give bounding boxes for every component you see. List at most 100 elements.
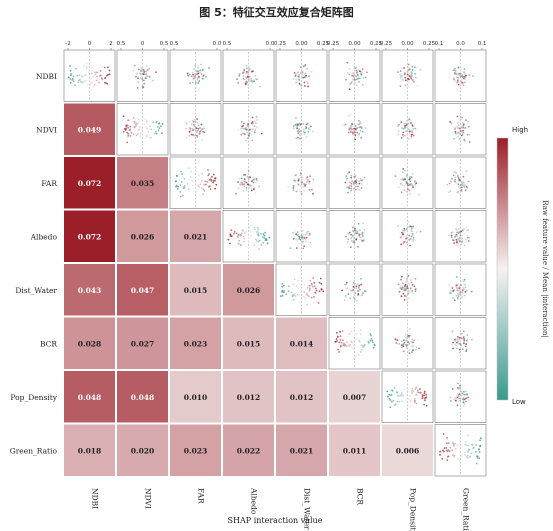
scatter-point <box>412 80 415 83</box>
scatter-point <box>461 133 464 136</box>
scatter-point <box>354 295 356 298</box>
scatter-point <box>348 73 351 76</box>
scatter-point <box>251 184 254 187</box>
heat-cell <box>64 264 115 316</box>
scatter-point <box>244 174 246 176</box>
scatter-point <box>140 70 142 72</box>
scatter-point <box>192 73 195 76</box>
scatter-point <box>398 331 401 334</box>
scatter-point <box>349 73 352 76</box>
column-label: NDBI <box>91 488 100 509</box>
scatter-point <box>402 131 405 134</box>
scatter-point <box>197 127 200 130</box>
scatter-point <box>253 131 256 134</box>
scatter-point <box>347 172 349 175</box>
scatter-point <box>132 69 135 72</box>
scatter-point <box>179 184 182 186</box>
scatter-point <box>464 286 467 289</box>
scatter-point <box>295 247 298 250</box>
scatter-point <box>287 186 290 189</box>
scatter-point <box>148 76 151 78</box>
scatter-point <box>479 439 481 442</box>
scatter-point <box>302 236 304 239</box>
scatter-point <box>452 297 454 299</box>
scatter-point <box>358 284 361 287</box>
main-effect-panel <box>434 424 487 477</box>
interaction-scatter-panel <box>381 49 434 102</box>
scatter-point <box>462 182 465 185</box>
scatter-point <box>143 70 146 73</box>
scatter-point <box>72 75 75 78</box>
scatter-point <box>355 354 358 357</box>
scatter-point <box>304 241 307 243</box>
scatter-point <box>281 291 283 293</box>
heat-cell-value: 0.026 <box>237 286 261 295</box>
scatter-point <box>346 177 348 180</box>
scatter-point <box>300 192 303 195</box>
scatter-point <box>244 232 246 234</box>
top-tick-label: 0.25 <box>370 41 383 47</box>
scatter-point <box>245 139 247 142</box>
scatter-point <box>364 290 367 293</box>
scatter-point <box>307 85 309 88</box>
scatter-point <box>349 183 352 186</box>
scatter-point <box>362 239 365 242</box>
scatter-point <box>462 126 465 129</box>
scatter-point <box>248 132 251 135</box>
scatter-point <box>463 68 466 70</box>
scatter-point <box>400 191 403 194</box>
scatter-point <box>405 339 407 342</box>
scatter-point <box>282 284 285 287</box>
scatter-point <box>456 342 459 345</box>
scatter-point <box>406 278 408 280</box>
scatter-point <box>348 187 351 190</box>
scatter-point <box>239 183 242 186</box>
scatter-point <box>414 76 417 79</box>
scatter-point <box>414 239 417 241</box>
scatter-point <box>350 233 352 236</box>
scatter-point <box>457 227 460 230</box>
heat-cell-value: 0.010 <box>184 393 208 402</box>
scatter-point <box>408 124 411 126</box>
interaction-scatter-panel <box>381 317 434 370</box>
scatter-point <box>466 334 469 336</box>
colorbar <box>496 137 509 401</box>
scatter-point <box>352 342 355 345</box>
scatter-point <box>93 71 96 74</box>
scatter-point <box>457 80 459 82</box>
interaction-scatter-panel <box>328 210 381 263</box>
top-tick-label: 0 <box>141 41 145 47</box>
scatter-point <box>461 395 464 397</box>
colorbar-low-label: Low <box>512 398 526 406</box>
scatter-point <box>243 67 245 70</box>
row-label: Pop_Density <box>10 393 57 402</box>
scatter-point <box>466 454 469 457</box>
scatter-point <box>395 391 398 393</box>
scatter-point <box>410 179 412 182</box>
scatter-point <box>289 247 292 250</box>
scatter-point <box>249 226 251 229</box>
scatter-point <box>457 174 459 177</box>
scatter-point <box>468 449 471 451</box>
scatter-point <box>357 185 359 188</box>
scatter-point <box>394 404 396 407</box>
scatter-point <box>412 240 414 243</box>
scatter-point <box>462 330 465 333</box>
scatter-point <box>194 82 197 84</box>
scatter-point <box>347 293 350 295</box>
scatter-point <box>478 457 481 459</box>
scatter-point <box>305 236 308 239</box>
scatter-point <box>307 178 309 181</box>
scatter-point <box>302 123 305 125</box>
scatter-point <box>250 78 253 80</box>
scatter-point <box>146 127 149 130</box>
scatter-point <box>198 132 201 135</box>
heat-cell <box>64 371 115 423</box>
scatter-point <box>401 75 404 77</box>
scatter-point <box>459 399 462 402</box>
scatter-point <box>303 81 306 84</box>
scatter-point <box>465 400 467 403</box>
scatter-point <box>348 181 351 184</box>
scatter-point <box>348 68 351 70</box>
scatter-point <box>194 121 197 123</box>
